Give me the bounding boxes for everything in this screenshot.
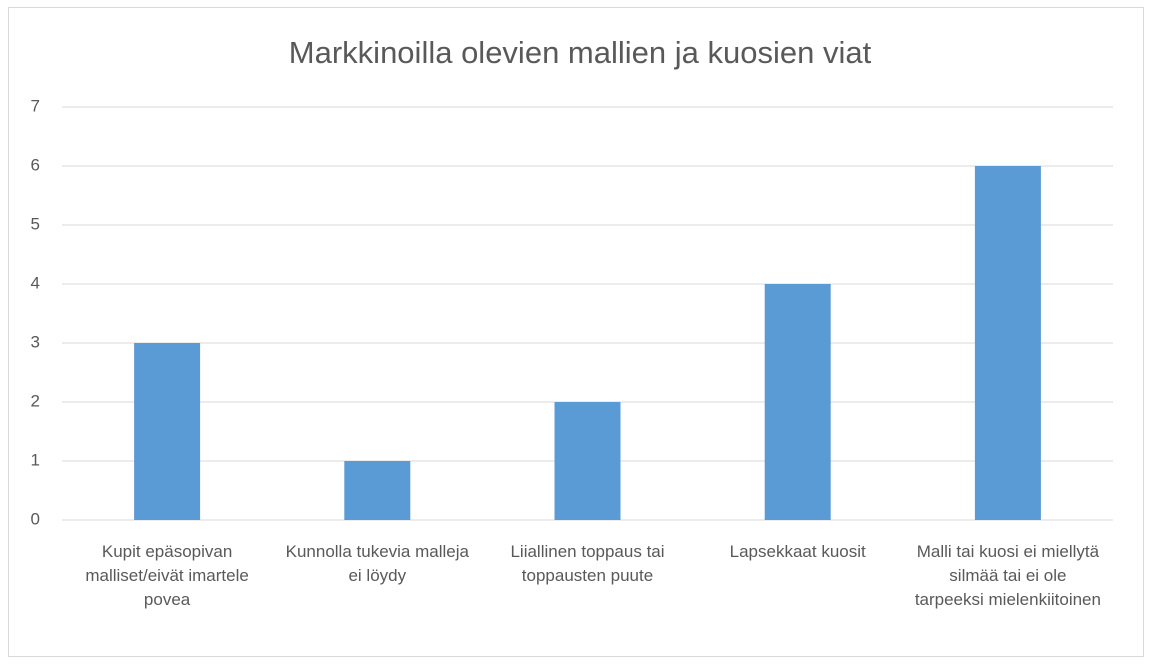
y-tick-label: 4 <box>31 273 40 292</box>
x-tick-label: Kupit epäsopivan malliset/eivät imartele… <box>85 542 249 609</box>
chart-title: Markkinoilla olevien mallien ja kuosien … <box>289 35 872 70</box>
x-tick-label: Kunnolla tukevia malleja ei löydy <box>285 542 469 585</box>
bar <box>554 402 621 520</box>
y-tick-label: 6 <box>31 155 40 174</box>
y-tick-label: 2 <box>31 391 40 410</box>
bar <box>764 284 831 520</box>
y-tick-label: 5 <box>31 214 40 233</box>
y-tick-label: 1 <box>31 450 40 469</box>
y-tick-label: 3 <box>31 332 40 351</box>
x-tick-label: Lapsekkaat kuosit <box>729 542 866 561</box>
y-tick-label: 0 <box>31 509 40 528</box>
x-tick-label: Malli tai kuosi ei miellytä silmää tai e… <box>914 542 1101 609</box>
bar <box>134 343 201 520</box>
x-tick-label: Liiallinen toppaus tai toppausten puute <box>510 542 665 585</box>
bar <box>974 166 1041 520</box>
bar <box>344 461 411 520</box>
chart-border <box>8 7 1144 657</box>
y-tick-label: 7 <box>31 96 40 115</box>
